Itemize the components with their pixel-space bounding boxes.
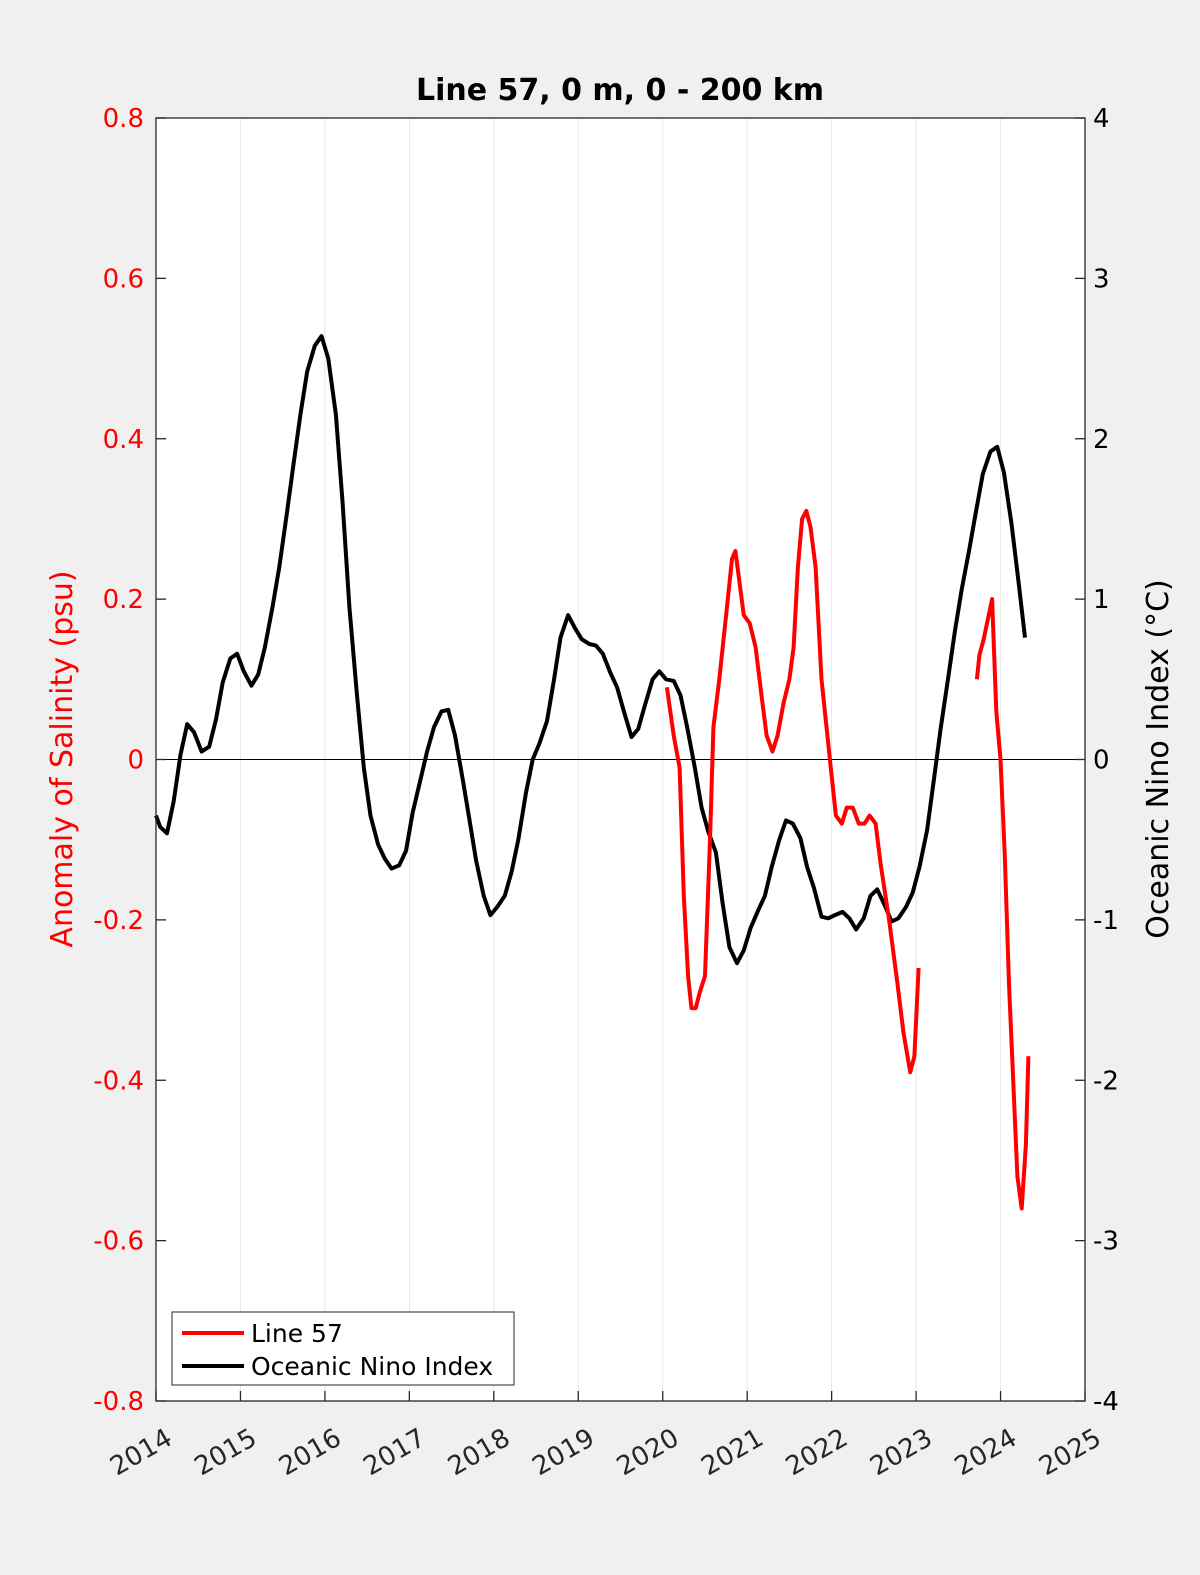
x-tick-label: 2015: [190, 1423, 262, 1482]
x-tick-label: 2024: [950, 1423, 1022, 1482]
y-left-tick-label: -0.4: [93, 1066, 144, 1096]
y-left-tick-label: 0.4: [103, 425, 144, 455]
x-tick-label: 2025: [1034, 1423, 1106, 1482]
legend-label-line57: Line 57: [251, 1319, 343, 1348]
x-tick-label: 2018: [443, 1423, 515, 1482]
y-right-tick-label: -3: [1093, 1227, 1119, 1257]
y-right-tick-label: 4: [1093, 104, 1110, 134]
x-tick-label: 2016: [274, 1423, 346, 1482]
y-left-tick-label: 0.6: [103, 264, 144, 294]
y-axis-right-label: Oceanic Nino Index (°C): [1141, 579, 1176, 939]
x-tick-label: 2021: [696, 1423, 768, 1482]
legend-label-oni: Oceanic Nino Index: [251, 1352, 493, 1381]
series-line-line-57: [664, 508, 921, 1075]
y-right-tick-label: 2: [1093, 425, 1110, 455]
series-line-line-57: [974, 597, 1031, 1211]
chart-title: Line 57, 0 m, 0 - 200 km: [416, 73, 824, 108]
series-line-oceanic-nino-index: [154, 334, 1027, 966]
y-left-tick-label: -0.2: [93, 906, 144, 936]
legend: Line 57 Oceanic Nino Index: [171, 1311, 515, 1386]
y-axis-left-label: Anomaly of Salinity (psu): [45, 570, 80, 947]
y-right-tick-label: 1: [1093, 585, 1110, 615]
x-tick-label: 2022: [781, 1423, 853, 1482]
y-left-tick-label: 0: [127, 746, 144, 776]
x-tick-label: 2023: [865, 1423, 937, 1482]
x-tick-label: 2020: [612, 1423, 684, 1482]
series-layer: [154, 334, 1031, 1211]
y-left-tick-label: -0.8: [93, 1387, 144, 1417]
legend-box: [171, 1311, 515, 1386]
x-tick-label: 2017: [359, 1423, 431, 1482]
y-left-tick-label: 0.2: [103, 585, 144, 615]
y-right-tick-label: 0: [1093, 746, 1110, 776]
y-left-tick-label: 0.8: [103, 104, 144, 134]
y-left-tick-label: -0.6: [93, 1227, 144, 1257]
y-right-tick-label: -1: [1093, 906, 1119, 936]
y-right-tick-label: -4: [1093, 1387, 1119, 1417]
x-tick-label: 2014: [105, 1423, 177, 1482]
y-right-tick-label: 3: [1093, 264, 1110, 294]
y-right-tick-label: -2: [1093, 1066, 1119, 1096]
x-tick-label: 2019: [527, 1423, 599, 1482]
